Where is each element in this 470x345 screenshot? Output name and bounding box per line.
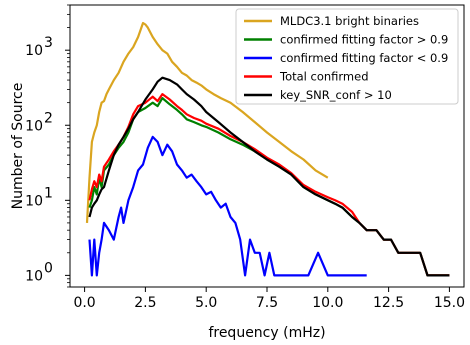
legend-label-3: Total confirmed (279, 70, 369, 84)
y-tick-label-1: 10 (25, 193, 43, 209)
x-tick-label-1: 2.5 (134, 295, 156, 311)
legend-label-0: MLDC3.1 bright binaries (280, 14, 419, 28)
y-tick-exponent-2: 2 (44, 110, 53, 126)
x-tick-label-3: 7.5 (256, 295, 278, 311)
legend-box (235, 8, 459, 105)
y-tick-label-2: 10 (25, 118, 43, 134)
y-tick-exponent-0: 0 (44, 260, 53, 276)
legend-label-4: key_SNR_conf > 10 (280, 88, 392, 102)
x-tick-label-4: 10.0 (312, 295, 343, 311)
legend-label-1: confirmed fitting factor > 0.9 (280, 33, 448, 47)
y-tick-exponent-1: 1 (44, 185, 53, 201)
y-tick-label-3: 10 (25, 43, 43, 59)
y-tick-exponent-3: 3 (44, 35, 53, 51)
x-axis-label: frequency (mHz) (208, 325, 325, 341)
series-line-0 (85, 21, 329, 223)
y-axis-label: Number of Source (10, 83, 26, 210)
series-line-4 (88, 76, 450, 277)
legend: MLDC3.1 bright binaries confirmed fitting… (235, 8, 459, 105)
x-tick-label-0: 0.0 (73, 295, 95, 311)
x-axis-ticks: 0.0 2.5 5.0 7.5 10.0 12.5 15.0 (73, 287, 465, 311)
x-tick-label-5: 12.5 (373, 295, 404, 311)
series-line-2 (88, 135, 367, 277)
x-tick-label-2: 5.0 (195, 295, 217, 311)
y-tick-label-0: 10 (25, 268, 43, 284)
legend-label-2: confirmed fitting factor < 0.9 (280, 51, 448, 65)
x-tick-label-6: 15.0 (434, 295, 465, 311)
series-lines (85, 21, 450, 277)
